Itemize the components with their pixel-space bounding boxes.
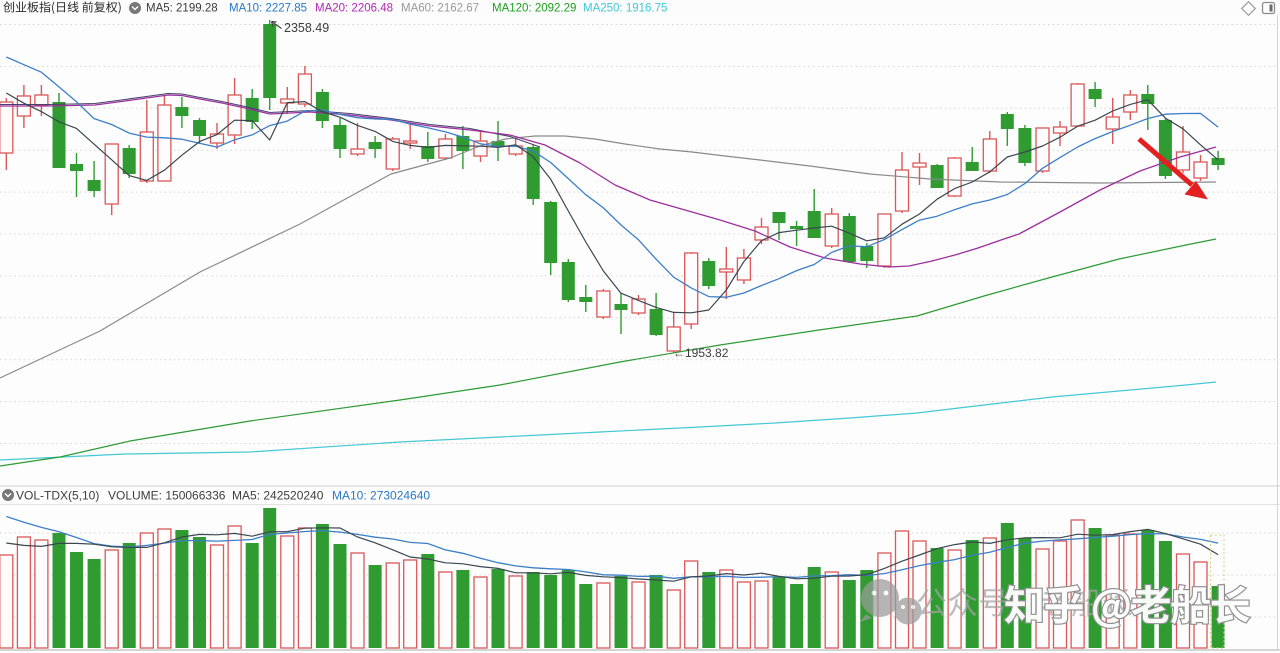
svg-text:MA250: 1916.75: MA250: 1916.75: [583, 3, 667, 15]
svg-text:MA20: 2206.48: MA20: 2206.48: [315, 3, 393, 15]
svg-text:VOLUME: 150066336: VOLUME: 150066336: [108, 489, 226, 503]
svg-text:←1953.82: ←1953.82: [673, 346, 729, 360]
svg-text:MA10: 273024640: MA10: 273024640: [332, 489, 430, 503]
svg-text:MA10: 2227.85: MA10: 2227.85: [229, 3, 307, 15]
svg-text:MA60: 2162.67: MA60: 2162.67: [401, 3, 479, 15]
svg-text:MA120: 2092.29: MA120: 2092.29: [492, 3, 576, 15]
svg-text:2358.49: 2358.49: [284, 21, 329, 35]
svg-text:VOL-TDX(5,10): VOL-TDX(5,10): [16, 489, 99, 503]
svg-text:MA5: 242520240: MA5: 242520240: [232, 489, 324, 503]
svg-text:MA5: 2199.28: MA5: 2199.28: [146, 3, 218, 15]
